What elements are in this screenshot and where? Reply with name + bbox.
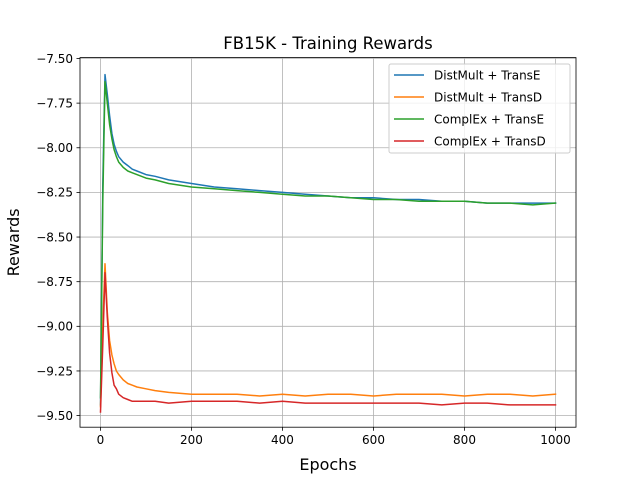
x-axis-label: Epochs <box>299 455 356 474</box>
x-tick-label: 600 <box>362 433 385 447</box>
legend-label: ComplEx + TransE <box>434 112 544 126</box>
series-line-complex-transe <box>99 80 557 399</box>
y-axis-label: Rewards <box>4 208 23 276</box>
y-tick-label: −9.25 <box>36 364 73 378</box>
y-tick-label: −7.75 <box>36 96 73 110</box>
y-tick-label: −8.25 <box>36 186 73 200</box>
y-tick-label: −7.50 <box>36 52 73 66</box>
y-tick-label: −9.50 <box>36 409 73 423</box>
chart-title: FB15K - Training Rewards <box>223 34 432 53</box>
series-line-complex-transd <box>99 272 557 413</box>
y-tick-label: −9.00 <box>36 320 73 334</box>
x-axis: 0 200 400 600 800 1000 <box>97 427 571 447</box>
y-tick-label: −8.75 <box>36 275 73 289</box>
y-axis: −7.50 −7.75 −8.00 −8.25 −8.50 −8.75 −9.00 −9.25… <box>36 52 80 423</box>
grid <box>80 57 576 428</box>
legend-box <box>388 63 571 154</box>
y-tick-label: −8.50 <box>36 230 73 244</box>
series-line-distmult-transd <box>99 263 557 408</box>
x-tick-label: 200 <box>180 433 203 447</box>
series-layer <box>99 73 557 413</box>
x-tick-label: 400 <box>271 433 294 447</box>
plot-frame <box>79 57 577 428</box>
legend-label: DistMult + TransD <box>434 90 542 104</box>
legend-label: DistMult + TransE <box>434 68 541 82</box>
x-tick-label: 800 <box>453 433 476 447</box>
y-tick-label: −8.00 <box>36 141 73 155</box>
x-tick-label: 0 <box>97 433 105 447</box>
x-tick-label: 1000 <box>540 433 571 447</box>
legend-label: ComplEx + TransD <box>434 134 546 148</box>
legend: DistMult + TransE DistMult + TransD ComplE… <box>388 63 571 154</box>
